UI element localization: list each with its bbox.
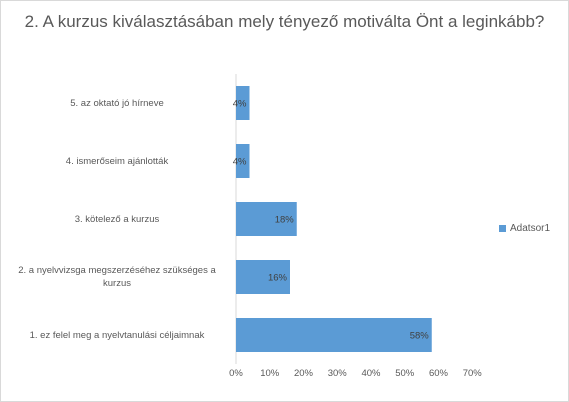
category-label: 1. ez felel meg a nyelvtanulási céljaimn…: [29, 329, 205, 341]
bar: [236, 86, 250, 120]
x-tick-label: 60%: [429, 368, 449, 379]
bar: [236, 144, 250, 178]
category-label: 2. a nyelvvizsga megszerzéséhez szüksége…: [18, 265, 216, 289]
data-label: 18%: [275, 215, 295, 226]
category-label: 3. kötelező a kurzus: [74, 213, 160, 225]
legend-swatch: [499, 225, 506, 232]
x-tick-label: 40%: [361, 368, 381, 379]
category-label: 5. az oktató jó hírneve: [70, 97, 164, 109]
x-tick-label: 50%: [395, 368, 415, 379]
x-tick-label: 20%: [294, 368, 314, 379]
x-tick-label: 10%: [260, 368, 280, 379]
bar: [236, 318, 432, 352]
data-label: 4%: [233, 157, 247, 168]
x-tick-label: 0%: [229, 368, 243, 379]
bar: [236, 202, 297, 236]
data-label: 16%: [268, 273, 288, 284]
x-tick-label: 30%: [328, 368, 348, 379]
chart-title: 2. A kurzus kiválasztásában mely tényező…: [24, 12, 545, 31]
data-label: 4%: [233, 99, 247, 110]
legend: Adatsor1: [499, 223, 550, 234]
legend-label: Adatsor1: [510, 223, 551, 234]
data-label: 58%: [410, 331, 430, 342]
bar: [236, 260, 290, 294]
x-tick-label: 70%: [463, 368, 483, 379]
category-label: 4. ismerőseim ajánlották: [65, 155, 169, 167]
